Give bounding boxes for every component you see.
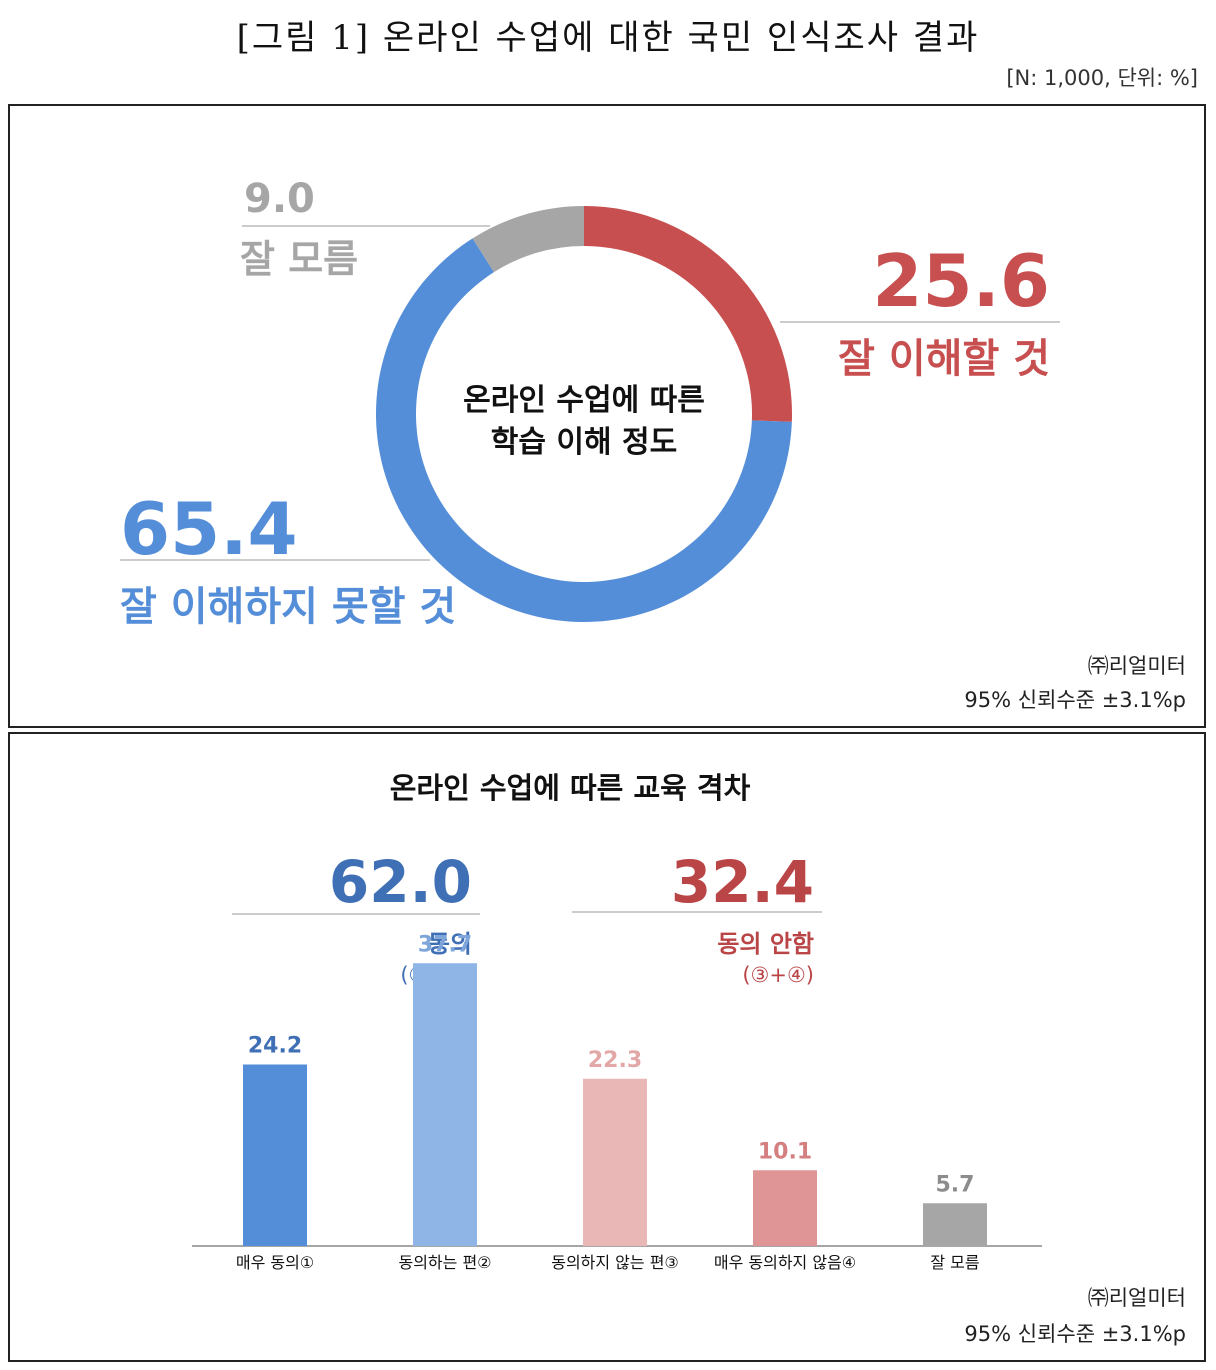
bar-3 (753, 1170, 817, 1246)
donut-slice-0 (584, 206, 793, 422)
slice-value-2: 9.0 (244, 176, 315, 222)
slice-label-2: 잘 모름 (240, 237, 358, 281)
bar-chart-title: 온라인 수업에 따른 교육 격차 (390, 771, 751, 805)
bar-1 (413, 963, 477, 1246)
bar-value-1: 37.7 (418, 932, 472, 957)
confidence-note: 95% 신뢰수준 ±3.1%p (964, 688, 1186, 712)
x-tick-label-1: 동의하는 편② (398, 1253, 491, 1272)
x-tick-label-0: 매우 동의① (236, 1253, 314, 1272)
source-company: ㈜리얼미터 (1087, 654, 1186, 678)
group-sub-1: (③+④) (742, 963, 814, 987)
bar-value-0: 24.2 (248, 1034, 302, 1059)
bar-4 (923, 1203, 987, 1246)
slice-value-0: 25.6 (872, 239, 1050, 323)
x-tick-label-2: 동의하지 않는 편③ (551, 1253, 679, 1272)
group-label-0: 동의 (428, 930, 472, 958)
slice-label-0: 잘 이해할 것 (838, 336, 1050, 382)
donut-center-label-1: 온라인 수업에 따른 (463, 383, 705, 418)
bar-value-4: 5.7 (936, 1172, 975, 1197)
source-company-2: ㈜리얼미터 (1087, 1286, 1186, 1310)
slice-label-1: 잘 이해하지 못할 것 (120, 584, 456, 630)
slice-value-1: 65.4 (120, 487, 298, 571)
figure-title: [그림 1] 온라인 수업에 대한 국민 인식조사 결과 (236, 18, 980, 58)
x-tick-label-3: 매우 동의하지 않음④ (714, 1253, 856, 1272)
donut-center-label-2: 학습 이해 정도 (491, 425, 678, 460)
bar-2 (583, 1078, 647, 1246)
donut-slice-2 (472, 206, 584, 273)
bar-0 (243, 1064, 307, 1246)
group-total-0: 62.0 (329, 848, 472, 916)
x-tick-label-4: 잘 모름 (930, 1253, 979, 1272)
group-label-1: 동의 안함 (717, 930, 814, 958)
figure-note: [N: 1,000, 단위: %] (1006, 66, 1198, 90)
bar-value-2: 22.3 (588, 1048, 642, 1073)
bar-value-3: 10.1 (758, 1139, 812, 1164)
confidence-note-2: 95% 신뢰수준 ±3.1%p (964, 1322, 1186, 1346)
group-total-1: 32.4 (671, 848, 814, 916)
